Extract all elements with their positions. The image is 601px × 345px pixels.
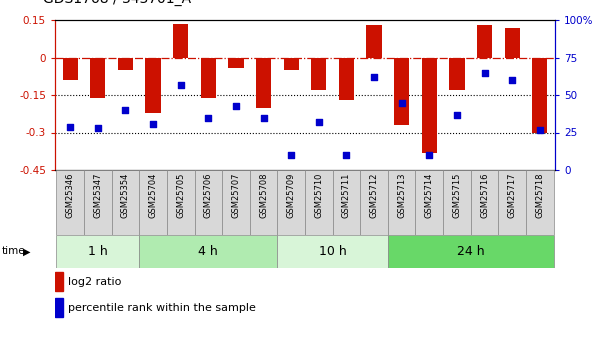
Bar: [477, 25, 492, 58]
Point: [452, 112, 462, 117]
Point: [314, 119, 323, 125]
Text: GSM25711: GSM25711: [342, 172, 351, 218]
Text: GSM25717: GSM25717: [508, 172, 517, 218]
Text: GSM25708: GSM25708: [259, 172, 268, 218]
Bar: [139, 235, 278, 268]
Point: [535, 127, 545, 132]
Bar: [173, 24, 188, 58]
Bar: [471, 170, 498, 235]
Bar: [388, 170, 415, 235]
Point: [424, 152, 434, 158]
Point: [121, 107, 130, 113]
Text: 4 h: 4 h: [198, 245, 218, 258]
Bar: [311, 58, 326, 90]
Text: GSM25713: GSM25713: [397, 172, 406, 218]
Text: GDS1768 / 343701_A: GDS1768 / 343701_A: [43, 0, 191, 6]
Point: [66, 124, 75, 129]
Bar: [63, 58, 78, 80]
Text: GSM25709: GSM25709: [287, 172, 296, 218]
Bar: [118, 58, 133, 70]
Bar: [284, 58, 299, 70]
Bar: [55, 272, 63, 292]
Bar: [90, 58, 105, 98]
Bar: [443, 170, 471, 235]
Bar: [56, 235, 139, 268]
Bar: [55, 298, 63, 317]
Text: GSM25706: GSM25706: [204, 172, 213, 218]
Text: 24 h: 24 h: [457, 245, 484, 258]
Bar: [145, 58, 160, 112]
Bar: [450, 58, 465, 90]
Bar: [526, 170, 554, 235]
Text: log2 ratio: log2 ratio: [69, 277, 122, 286]
Text: GSM25712: GSM25712: [370, 172, 379, 218]
Bar: [84, 170, 112, 235]
Bar: [201, 58, 216, 98]
Text: GSM25715: GSM25715: [453, 172, 462, 218]
Bar: [332, 170, 360, 235]
Text: GSM25707: GSM25707: [231, 172, 240, 218]
Point: [397, 100, 406, 105]
Bar: [195, 170, 222, 235]
Bar: [388, 235, 554, 268]
Point: [507, 77, 517, 83]
Bar: [415, 170, 443, 235]
Bar: [56, 170, 84, 235]
Bar: [339, 58, 354, 100]
Text: GSM25705: GSM25705: [176, 172, 185, 218]
Bar: [394, 58, 409, 125]
Point: [204, 115, 213, 120]
Bar: [367, 25, 382, 58]
Text: GSM25714: GSM25714: [425, 172, 434, 218]
Point: [287, 152, 296, 158]
Point: [231, 103, 241, 108]
Bar: [498, 170, 526, 235]
Text: percentile rank within the sample: percentile rank within the sample: [69, 303, 257, 313]
Bar: [256, 58, 271, 108]
Text: GSM25347: GSM25347: [93, 172, 102, 218]
Bar: [112, 170, 139, 235]
Bar: [532, 58, 548, 132]
Point: [341, 152, 351, 158]
Bar: [139, 170, 167, 235]
Bar: [505, 28, 520, 58]
Text: 10 h: 10 h: [319, 245, 347, 258]
Text: 1 h: 1 h: [88, 245, 108, 258]
Bar: [278, 170, 305, 235]
Text: ▶: ▶: [23, 246, 30, 256]
Text: time: time: [2, 246, 25, 256]
Text: GSM25716: GSM25716: [480, 172, 489, 218]
Point: [176, 82, 186, 87]
Text: GSM25718: GSM25718: [535, 172, 545, 218]
Text: GSM25346: GSM25346: [66, 172, 75, 218]
Point: [259, 115, 269, 120]
Point: [93, 125, 103, 131]
Point: [369, 74, 379, 80]
Text: GSM25704: GSM25704: [148, 172, 157, 218]
Point: [480, 70, 489, 75]
Bar: [422, 58, 437, 152]
Bar: [228, 58, 243, 68]
Bar: [360, 170, 388, 235]
Bar: [305, 170, 332, 235]
Text: GSM25354: GSM25354: [121, 172, 130, 218]
Bar: [250, 170, 278, 235]
Point: [148, 121, 158, 126]
Bar: [167, 170, 195, 235]
Text: GSM25710: GSM25710: [314, 172, 323, 218]
Bar: [222, 170, 250, 235]
Bar: [278, 235, 388, 268]
